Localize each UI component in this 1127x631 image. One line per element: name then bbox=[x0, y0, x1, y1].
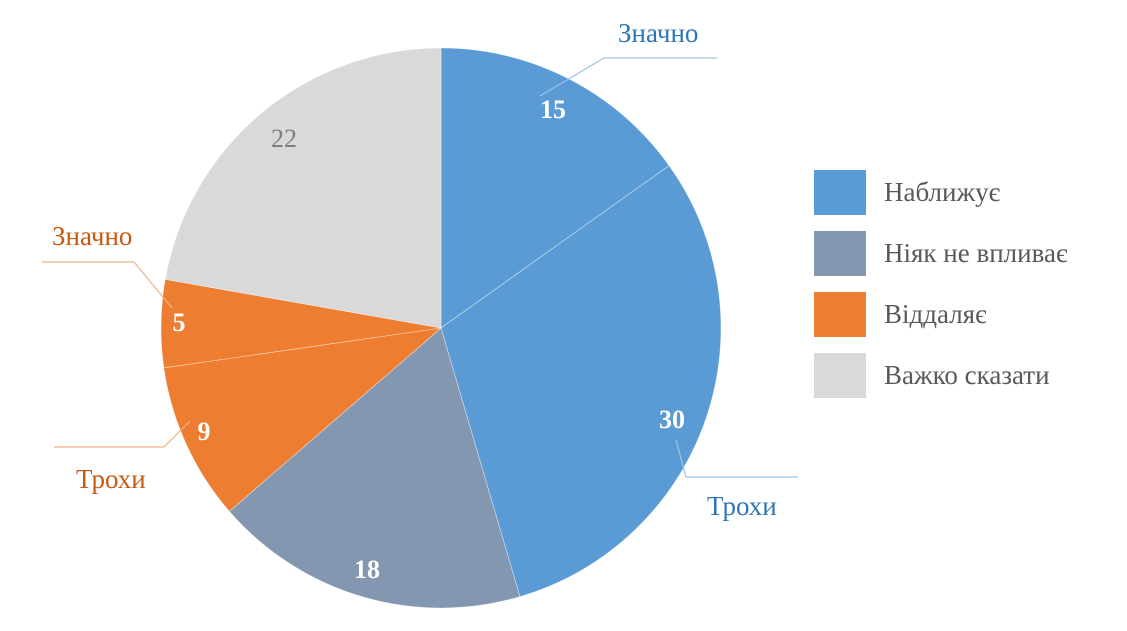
callout-label: Трохи bbox=[707, 491, 777, 521]
legend-label: Ніяк не впливає bbox=[884, 238, 1068, 268]
slice-value-label: 22 bbox=[271, 124, 297, 153]
legend-label: Важко сказати bbox=[884, 360, 1050, 390]
legend-label: Віддаляє bbox=[884, 299, 987, 329]
pie-slice-3 bbox=[163, 327, 442, 512]
legend-item-no-effect: Ніяк не впливає bbox=[814, 231, 1068, 276]
callout-label: Значно bbox=[618, 18, 698, 48]
legend-item-approaches: Наближує bbox=[814, 170, 1068, 215]
slice-value-label: 9 bbox=[198, 417, 211, 446]
callout-label: Трохи bbox=[76, 464, 146, 494]
leader-line bbox=[675, 439, 798, 478]
legend-swatch-distances bbox=[814, 292, 866, 337]
legend-item-hard-to-say: Важко сказати bbox=[814, 353, 1068, 398]
legend-label: Наближує bbox=[884, 177, 1001, 207]
leader-line bbox=[539, 57, 717, 97]
slice-value-label: 30 bbox=[659, 405, 685, 434]
callout-leader-lines bbox=[42, 57, 798, 478]
pie-slice-5 bbox=[164, 47, 442, 329]
pie-slice-1 bbox=[440, 165, 722, 598]
slice-value-label: 18 bbox=[354, 555, 380, 584]
slice-value-label: 15 bbox=[540, 95, 566, 124]
legend-swatch-hard-to-say bbox=[814, 353, 866, 398]
callout-label: Значно bbox=[52, 221, 132, 251]
slice-value-label: 5 bbox=[173, 308, 186, 337]
pie-slice-2 bbox=[228, 327, 521, 609]
leader-line bbox=[54, 420, 191, 448]
chart-legend: Наближує Ніяк не впливає Віддаляє Важко … bbox=[814, 170, 1068, 414]
legend-item-distances: Віддаляє bbox=[814, 292, 1068, 337]
slice-value-labels: 15 30 18 9 5 22 bbox=[173, 95, 686, 584]
legend-swatch-approaches bbox=[814, 170, 866, 215]
pie-slices bbox=[160, 47, 722, 609]
callout-labels: Значно Трохи Трохи Значно bbox=[52, 18, 777, 521]
legend-swatch-no-effect bbox=[814, 231, 866, 276]
leader-line bbox=[42, 261, 173, 309]
